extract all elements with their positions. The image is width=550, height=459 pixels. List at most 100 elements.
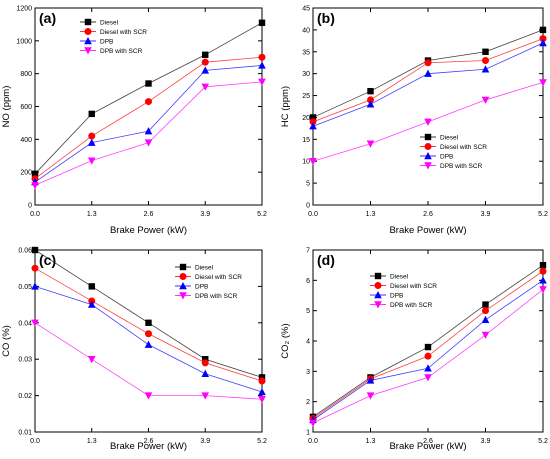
data-point-s4 <box>31 182 39 190</box>
x-tick-label: 1.3 <box>366 438 376 445</box>
y-tick-label: 600 <box>20 104 32 111</box>
data-point-s3 <box>366 100 375 108</box>
legend: Diesel Diesel with SCR DPB DPB with SCR <box>175 263 242 300</box>
x-tick-label: 3.9 <box>200 438 210 445</box>
data-point-s3 <box>424 364 432 372</box>
panel-label: (d) <box>317 252 335 268</box>
chart-panel-4: 0.0 1.3 2.6 3.9 5.2 1 2 3 4 5 6 7 Brake Power (kW) CO… <box>280 248 548 453</box>
legend-label: DPB <box>195 284 208 291</box>
legend-label: DPB <box>440 154 453 161</box>
legend-label: DPB with SCR <box>195 293 238 300</box>
data-point-s4 <box>309 158 317 166</box>
data-point-s2 <box>424 352 432 360</box>
legend-marker <box>424 152 432 160</box>
data-point-s3 <box>481 315 490 323</box>
data-point-s4 <box>144 139 153 147</box>
data-point-s1 <box>424 343 432 351</box>
legend: Diesel Diesel with SCR DPB DPB with SCR <box>370 272 437 309</box>
y-axis-title: HC (ppm) <box>280 86 291 127</box>
legend-label: Diesel with SCR <box>440 144 487 151</box>
x-tick-label: 0.0 <box>308 211 318 218</box>
chart-panel-2: 0.0 1.3 2.6 3.9 5.2 0 5 10 15 20 25 30 35 40 45 Brake P… <box>280 6 548 237</box>
y-axis-title: NO (ppm) <box>1 86 12 128</box>
y-tick-label: 25 <box>302 93 310 100</box>
data-point-s2 <box>31 264 39 272</box>
data-point-s3 <box>366 376 375 384</box>
legend-marker <box>424 143 432 150</box>
legend-label: DPB with SCR <box>390 302 433 309</box>
y-tick-label: 800 <box>20 71 32 78</box>
x-tick-label: 2.6 <box>423 211 433 218</box>
data-point-s3 <box>539 276 547 284</box>
y-axis-title: CO₂ (%) <box>280 323 291 358</box>
y-tick-label: 0.01 <box>18 430 32 437</box>
plot-frame <box>312 7 544 206</box>
y-tick-label: 1 <box>306 430 310 437</box>
legend-label: DPB with SCR <box>100 48 143 55</box>
x-tick-label: 0.0 <box>30 438 40 445</box>
data-point-s2 <box>258 53 266 61</box>
data-point-s2 <box>145 330 152 338</box>
y-tick-label: 15 <box>302 137 310 144</box>
data-point-s2 <box>258 377 266 385</box>
data-point-s3 <box>201 369 210 377</box>
y-tick-label: 0.02 <box>18 393 32 400</box>
data-point-s2 <box>539 267 547 275</box>
x-tick-label: 2.6 <box>144 211 154 218</box>
y-tick-label: 5 <box>306 181 310 188</box>
series-line-1 <box>34 249 263 378</box>
legend-marker <box>374 301 382 309</box>
legend-marker <box>84 18 92 26</box>
y-tick-label: 0.05 <box>18 284 32 291</box>
legend-marker <box>179 282 187 290</box>
data-point-s1 <box>88 110 95 118</box>
x-tick-label: 1.3 <box>87 438 97 445</box>
data-point-s4 <box>539 286 547 294</box>
legend-label: Diesel with SCR <box>195 274 242 281</box>
y-tick-label: 0 <box>28 203 32 210</box>
data-point-s4 <box>366 392 375 400</box>
data-point-s3 <box>144 127 153 135</box>
chart-panel-3: 0.0 1.3 2.6 3.9 5.2 0.01 0.02 0.03 0.04 0.05 0.06 B… <box>1 246 267 452</box>
data-point-s3 <box>258 61 266 69</box>
legend: Diesel Diesel with SCR DPB DPB with SCR <box>80 18 147 55</box>
y-tick-label: 2 <box>306 399 310 406</box>
x-tick-label: 2.6 <box>423 438 433 445</box>
legend-marker <box>84 28 92 35</box>
data-point-s2 <box>88 132 96 140</box>
data-point-s4 <box>258 78 266 86</box>
data-point-s1 <box>258 374 266 381</box>
y-tick-label: 0.04 <box>18 320 32 327</box>
plot-frame <box>312 249 544 433</box>
data-point-s3 <box>144 340 153 348</box>
legend-label: Diesel <box>440 135 459 142</box>
data-point-s2 <box>482 57 489 65</box>
data-point-s4 <box>481 331 490 339</box>
x-tick-label: 5.2 <box>538 211 548 218</box>
data-point-s4 <box>424 118 432 126</box>
legend-marker <box>374 282 382 289</box>
x-tick-label: 2.6 <box>144 438 154 445</box>
legend-marker <box>424 133 432 141</box>
x-axis-title: Brake Power (kW) <box>389 441 466 452</box>
data-point-s1 <box>145 80 152 87</box>
legend-marker <box>84 37 92 45</box>
data-point-s1 <box>202 356 209 363</box>
x-tick-label: 1.3 <box>87 211 97 218</box>
y-tick-label: 4 <box>306 339 310 346</box>
panel-label: (b) <box>317 10 335 26</box>
data-point-s1 <box>482 301 489 308</box>
data-point-s1 <box>309 114 317 121</box>
y-tick-label: 7 <box>306 248 310 255</box>
data-point-s2 <box>424 59 432 67</box>
legend-label: DPB with SCR <box>440 163 483 170</box>
legend-label: Diesel <box>100 20 119 27</box>
series-line-2 <box>34 56 263 180</box>
series-line-3 <box>312 42 544 127</box>
y-tick-label: 400 <box>20 137 32 144</box>
x-tick-label: 5.2 <box>257 438 267 445</box>
data-point-s4 <box>201 392 210 400</box>
data-point-s4 <box>144 392 153 400</box>
y-tick-label: 200 <box>20 170 32 177</box>
data-point-s2 <box>201 359 209 367</box>
